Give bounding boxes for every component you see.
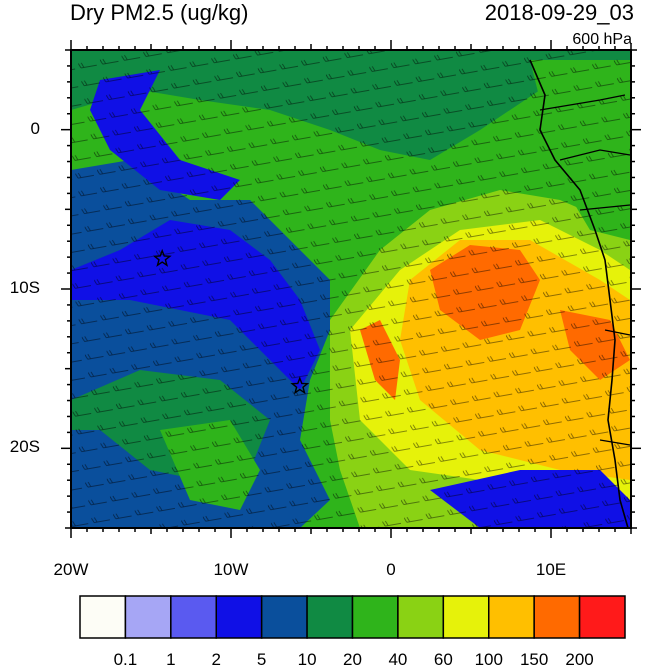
colorbar-tick-label: 150: [519, 650, 549, 669]
colorbar-tick-label: 20: [343, 650, 362, 669]
colorbar-swatch: [306, 595, 354, 639]
colorbar-swatch: [170, 595, 217, 639]
colorbar-tick-label: 2: [211, 650, 221, 669]
colorbar-swatch: [215, 595, 263, 639]
lat-label: 0: [30, 118, 40, 138]
concentration-field: [71, 50, 631, 528]
colorbar-tick-label: 100: [474, 650, 503, 669]
colorbar-swatch: [124, 595, 172, 639]
colorbar-tick-label: 10: [297, 650, 317, 669]
lon-label: 20W: [53, 560, 89, 579]
colorbar-swatch: [533, 595, 581, 639]
lon-label: 0: [386, 560, 396, 579]
colorbar: [79, 595, 626, 639]
pressure-level-label: 600 hPa: [572, 31, 632, 48]
lon-label: 10E: [535, 560, 567, 579]
colorbar-tick-label: 5: [256, 650, 267, 669]
colorbar-tick-label: 200: [565, 650, 594, 669]
colorbar-swatch: [351, 595, 399, 639]
lon-label: 10W: [213, 560, 249, 579]
axis-ticks: [61, 40, 641, 538]
colorbar-tick-label: 1: [166, 650, 176, 669]
colorbar-tick-label: 0.1: [113, 650, 138, 669]
colorbar-swatch: [397, 595, 445, 639]
map-timestamp: 2018-09-29_03: [484, 0, 634, 25]
star-marker-icon: [290, 376, 310, 395]
colorbar-swatch: [442, 595, 490, 639]
colorbar-tick-label: 40: [388, 650, 408, 669]
colorbar-swatch: [578, 595, 626, 639]
site-markers: [152, 248, 310, 395]
map-title: Dry PM2.5 (ug/kg): [70, 0, 249, 25]
colorbar-swatch: [260, 595, 308, 639]
colorbar-tick-label: 60: [433, 650, 453, 669]
star-marker-icon: [152, 248, 172, 267]
lat-label: 10S: [9, 278, 40, 297]
lat-label: 20S: [9, 437, 40, 457]
colorbar-swatch: [488, 595, 535, 639]
colorbar-swatch: [79, 595, 127, 639]
